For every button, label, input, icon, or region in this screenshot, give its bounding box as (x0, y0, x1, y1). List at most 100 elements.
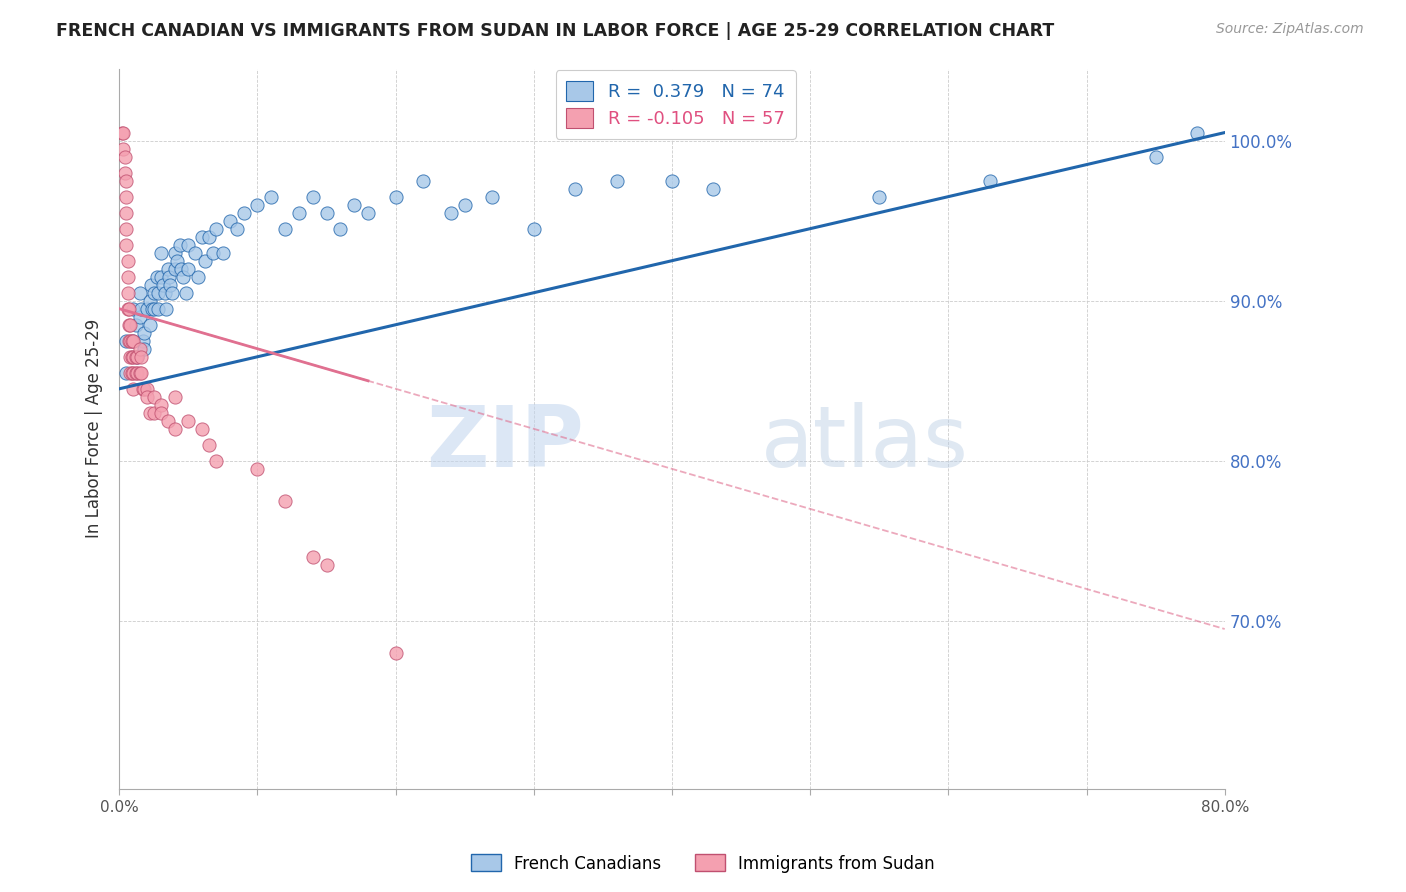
Point (122, 366, 145, 380)
Point (127, 350, 149, 364)
Point (149, 245, 172, 260)
Point (174, 285, 197, 300)
Point (121, 334, 143, 348)
Point (170, 261, 193, 276)
Point (260, 189, 283, 203)
Point (172, 269, 194, 284)
Point (157, 269, 180, 284)
Point (132, 334, 155, 348)
Point (138, 406, 160, 420)
Point (149, 269, 172, 284)
Point (129, 366, 152, 380)
Text: Source: ZipAtlas.com: Source: ZipAtlas.com (1216, 22, 1364, 37)
Point (149, 406, 172, 420)
Point (246, 197, 269, 211)
Point (163, 390, 186, 404)
Point (191, 422, 214, 436)
Point (329, 221, 352, 235)
Point (129, 342, 152, 356)
Text: FRENCH CANADIAN VS IMMIGRANTS FROM SUDAN IN LABOR FORCE | AGE 25-29 CORRELATION : FRENCH CANADIAN VS IMMIGRANTS FROM SUDAN… (56, 22, 1054, 40)
Point (127, 350, 149, 364)
Point (118, 301, 141, 316)
Point (134, 342, 156, 356)
Point (117, 301, 139, 316)
Point (191, 229, 214, 244)
Point (384, 189, 406, 203)
Point (205, 454, 228, 468)
Point (121, 366, 143, 380)
Point (115, 205, 138, 219)
Point (868, 189, 890, 203)
Point (218, 213, 240, 227)
Point (481, 189, 503, 203)
Point (343, 197, 366, 211)
Point (120, 350, 142, 364)
Point (141, 301, 163, 316)
Point (131, 350, 153, 364)
Legend: French Canadians, Immigrants from Sudan: French Canadians, Immigrants from Sudan (464, 847, 942, 880)
Point (120, 366, 142, 380)
Point (139, 277, 162, 292)
Point (138, 318, 160, 332)
Point (142, 301, 165, 316)
Point (115, 366, 138, 380)
Point (125, 318, 148, 332)
Point (115, 189, 138, 203)
Point (112, 126, 135, 140)
Point (301, 189, 323, 203)
Point (159, 277, 181, 292)
Point (146, 301, 169, 316)
Point (129, 310, 152, 324)
Point (142, 285, 165, 300)
Point (274, 494, 297, 508)
Point (163, 245, 186, 260)
Point (118, 318, 141, 332)
Point (606, 173, 628, 187)
Point (153, 285, 176, 300)
Point (114, 150, 136, 164)
Legend: R =  0.379   N = 74, R = -0.105   N = 57: R = 0.379 N = 74, R = -0.105 N = 57 (555, 70, 796, 139)
Point (564, 181, 586, 195)
Y-axis label: In Labor Force | Age 25-29: In Labor Force | Age 25-29 (86, 319, 103, 539)
Point (114, 166, 136, 180)
Point (246, 462, 269, 476)
Point (117, 253, 139, 268)
Point (120, 334, 142, 348)
Point (122, 334, 145, 348)
Point (146, 285, 169, 300)
Point (122, 334, 145, 348)
Point (152, 277, 174, 292)
Point (198, 229, 221, 244)
Point (135, 382, 157, 396)
Point (122, 382, 145, 396)
Point (121, 350, 143, 364)
Point (232, 205, 254, 219)
Point (169, 237, 191, 252)
Point (212, 245, 235, 260)
Point (166, 253, 188, 268)
Point (132, 382, 155, 396)
Point (979, 173, 1001, 187)
Point (357, 205, 380, 219)
Point (274, 221, 297, 235)
Point (187, 269, 209, 284)
Point (135, 390, 157, 404)
Point (120, 318, 142, 332)
Point (138, 293, 160, 308)
Point (440, 205, 463, 219)
Point (702, 181, 724, 195)
Point (142, 406, 165, 420)
Point (115, 173, 138, 187)
Point (125, 366, 148, 380)
Point (177, 414, 200, 428)
Point (112, 142, 135, 156)
Point (177, 237, 200, 252)
Point (122, 301, 145, 316)
Point (202, 245, 225, 260)
Point (131, 366, 153, 380)
Point (412, 173, 434, 187)
Point (125, 350, 148, 364)
Point (194, 253, 217, 268)
Point (315, 558, 337, 572)
Point (288, 205, 311, 219)
